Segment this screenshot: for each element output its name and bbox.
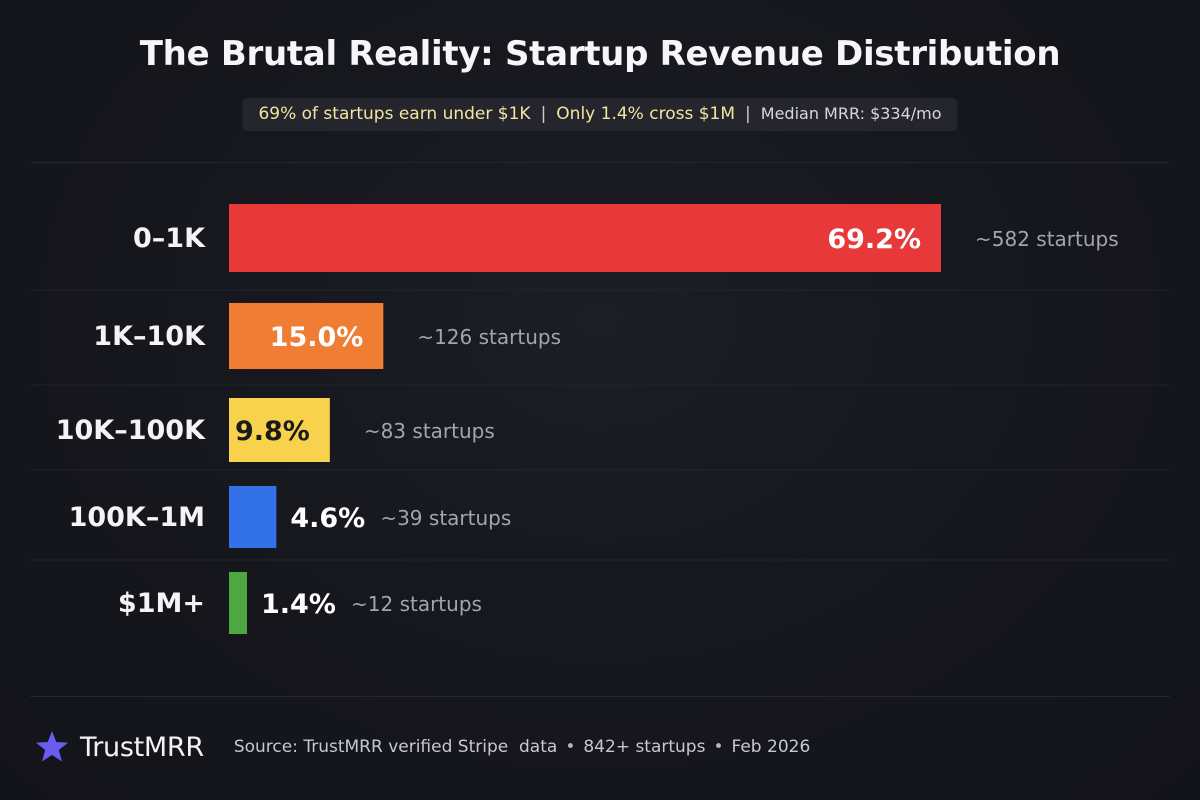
stat-separator: | [745, 104, 751, 124]
footer: TrustMRR Source: TrustMRR verified Strip… [34, 727, 810, 767]
source-note: Source: TrustMRR verified Stripe data • 84… [234, 737, 810, 757]
bar [229, 398, 330, 462]
bar [229, 303, 384, 369]
brand-name: TrustMRR [80, 731, 204, 763]
stat-median-mrr: Median MRR: $334/mo [760, 104, 942, 123]
chart-title: The Brutal Reality: Startup Revenue Dist… [139, 34, 1061, 74]
bullet: • [713, 737, 724, 757]
category-label: 100K–1M [69, 502, 205, 533]
count-label: ~582 startups [975, 227, 1119, 251]
bottom-divider [30, 696, 1170, 697]
bar [229, 572, 247, 634]
summary-stats-bar: 69% of startups earn under $1K | Only 1.4%… [242, 98, 958, 131]
count-label: ~126 startups [417, 325, 561, 349]
category-label: 10K–100K [56, 415, 206, 446]
bullet: • [565, 737, 576, 757]
star-icon-shape [36, 731, 68, 762]
category-label: 1K–10K [93, 321, 206, 352]
bar [229, 204, 941, 272]
count-label: ~12 startups [351, 592, 482, 616]
bar [229, 486, 277, 548]
value-label: 69.2% [827, 224, 921, 255]
value-label: 4.6% [290, 503, 365, 534]
value-label: 9.8% [235, 416, 310, 447]
count-label: ~39 startups [380, 506, 511, 530]
source-text: Source: TrustMRR verified Stripe data [233, 737, 558, 757]
category-label: $1M+ [118, 588, 205, 619]
stat-separator: | [540, 104, 547, 124]
date-text: Feb 2026 [731, 737, 811, 757]
top-divider [30, 162, 1170, 163]
category-label: 0–1K [133, 223, 206, 254]
star-icon [36, 731, 68, 762]
value-label: 1.4% [261, 589, 336, 620]
value-label: 15.0% [270, 322, 364, 353]
startup-count-text: 842+ startups [583, 737, 706, 757]
stat-under-1k: 69% of startups earn under $1K [258, 104, 531, 124]
count-label: ~83 startups [364, 419, 495, 443]
stat-over-1m: Only 1.4% cross $1M [556, 104, 736, 124]
